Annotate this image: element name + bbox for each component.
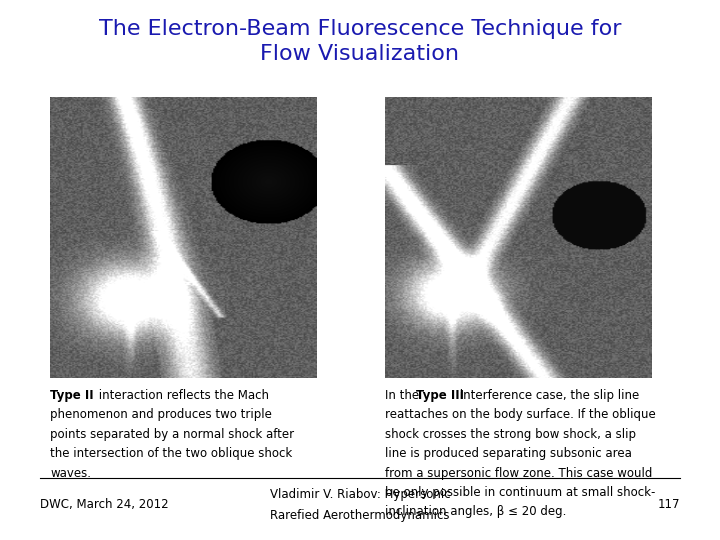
Text: the intersection of the two oblique shock: the intersection of the two oblique shoc…	[50, 447, 292, 460]
Text: Type III: Type III	[416, 389, 464, 402]
Text: inclination angles, β ≤ 20 deg.: inclination angles, β ≤ 20 deg.	[385, 505, 567, 518]
Text: DWC, March 24, 2012: DWC, March 24, 2012	[40, 498, 168, 511]
Text: Rarefied Aerothermodynamics: Rarefied Aerothermodynamics	[270, 509, 450, 522]
Text: interference case, the slip line: interference case, the slip line	[456, 389, 640, 402]
Text: interaction reflects the Mach: interaction reflects the Mach	[95, 389, 269, 402]
Text: shock crosses the strong bow shock, a slip: shock crosses the strong bow shock, a sl…	[385, 428, 636, 441]
Text: be only possible in continuum at small shock-: be only possible in continuum at small s…	[385, 486, 656, 499]
Text: 117: 117	[658, 498, 680, 511]
Text: line is produced separating subsonic area: line is produced separating subsonic are…	[385, 447, 632, 460]
Text: points separated by a normal shock after: points separated by a normal shock after	[50, 428, 294, 441]
Text: Type II: Type II	[50, 389, 94, 402]
Text: reattaches on the body surface. If the oblique: reattaches on the body surface. If the o…	[385, 408, 656, 421]
Text: from a supersonic flow zone. This case would: from a supersonic flow zone. This case w…	[385, 467, 652, 480]
Text: phenomenon and produces two triple: phenomenon and produces two triple	[50, 408, 272, 421]
Text: waves.: waves.	[50, 467, 91, 480]
Text: The Electron-Beam Fluorescence Technique for
Flow Visualization: The Electron-Beam Fluorescence Technique…	[99, 19, 621, 64]
Text: In the: In the	[385, 389, 423, 402]
Text: Vladimir V. Riabov: Hypersonic: Vladimir V. Riabov: Hypersonic	[270, 488, 450, 501]
